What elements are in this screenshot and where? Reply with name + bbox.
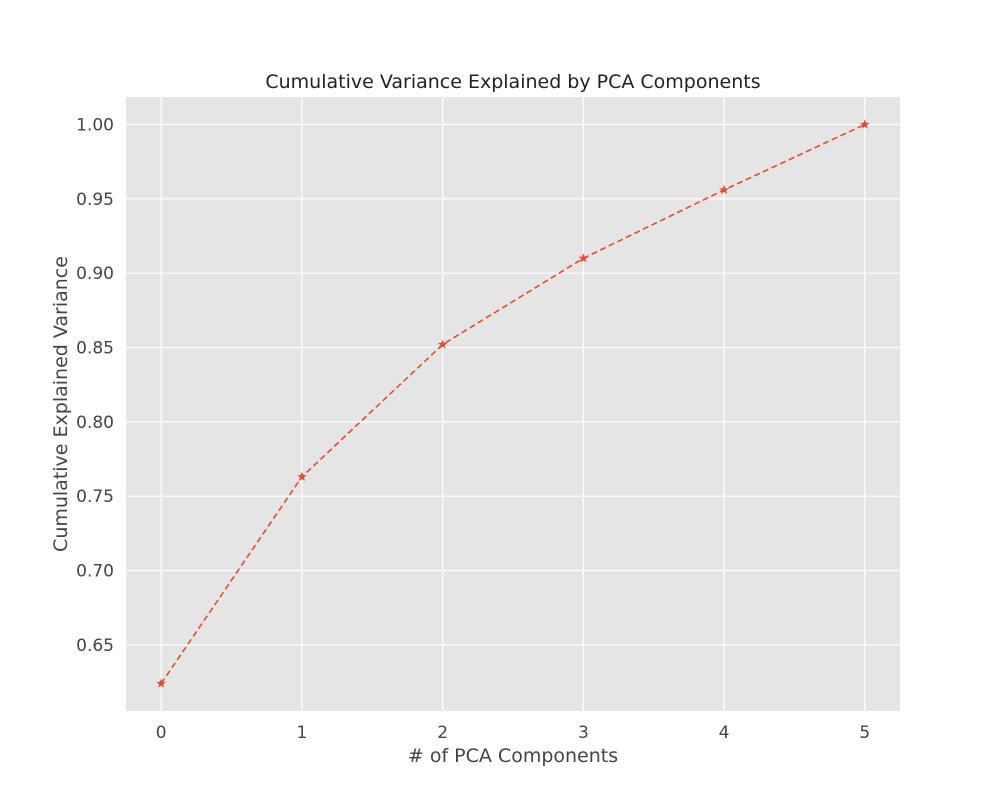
x-tick-label: 2 — [437, 723, 448, 743]
x-tick-label: 5 — [859, 723, 870, 743]
series-layer — [156, 119, 870, 688]
y-tick-label: 0.95 — [76, 190, 114, 210]
data-point-marker — [437, 339, 448, 349]
x-tick-label: 3 — [578, 723, 589, 743]
x-tick-labels: 0 1 2 3 4 5 — [156, 723, 870, 743]
chart-title: Cumulative Variance Explained by PCA Com… — [265, 71, 760, 93]
y-tick-label: 1.00 — [76, 116, 114, 136]
data-point-marker — [297, 471, 307, 481]
y-tick-label: 0.90 — [76, 264, 114, 284]
y-tick-label: 0.75 — [76, 487, 114, 507]
series-line — [160, 123, 866, 684]
data-point-marker — [578, 253, 589, 263]
x-tick-label: 1 — [296, 723, 307, 743]
data-point-marker — [156, 678, 166, 688]
x-tick-label: 0 — [156, 723, 167, 743]
y-tick-label: 0.80 — [76, 413, 114, 433]
x-tick-label: 4 — [719, 723, 730, 743]
y-tick-labels: 0.65 0.70 0.75 0.80 0.85 0.90 0.95 1.00 — [76, 116, 114, 656]
x-axis-label: # of PCA Components — [408, 745, 618, 767]
data-point-marker — [719, 184, 729, 195]
y-axis-label: Cumulative Explained Variance — [50, 256, 72, 552]
y-tick-label: 0.65 — [76, 636, 114, 656]
grid-lines — [126, 97, 900, 711]
y-tick-label: 0.70 — [76, 562, 114, 582]
y-tick-label: 0.85 — [76, 339, 114, 359]
plot-background — [126, 97, 900, 711]
data-point-marker — [860, 119, 870, 129]
